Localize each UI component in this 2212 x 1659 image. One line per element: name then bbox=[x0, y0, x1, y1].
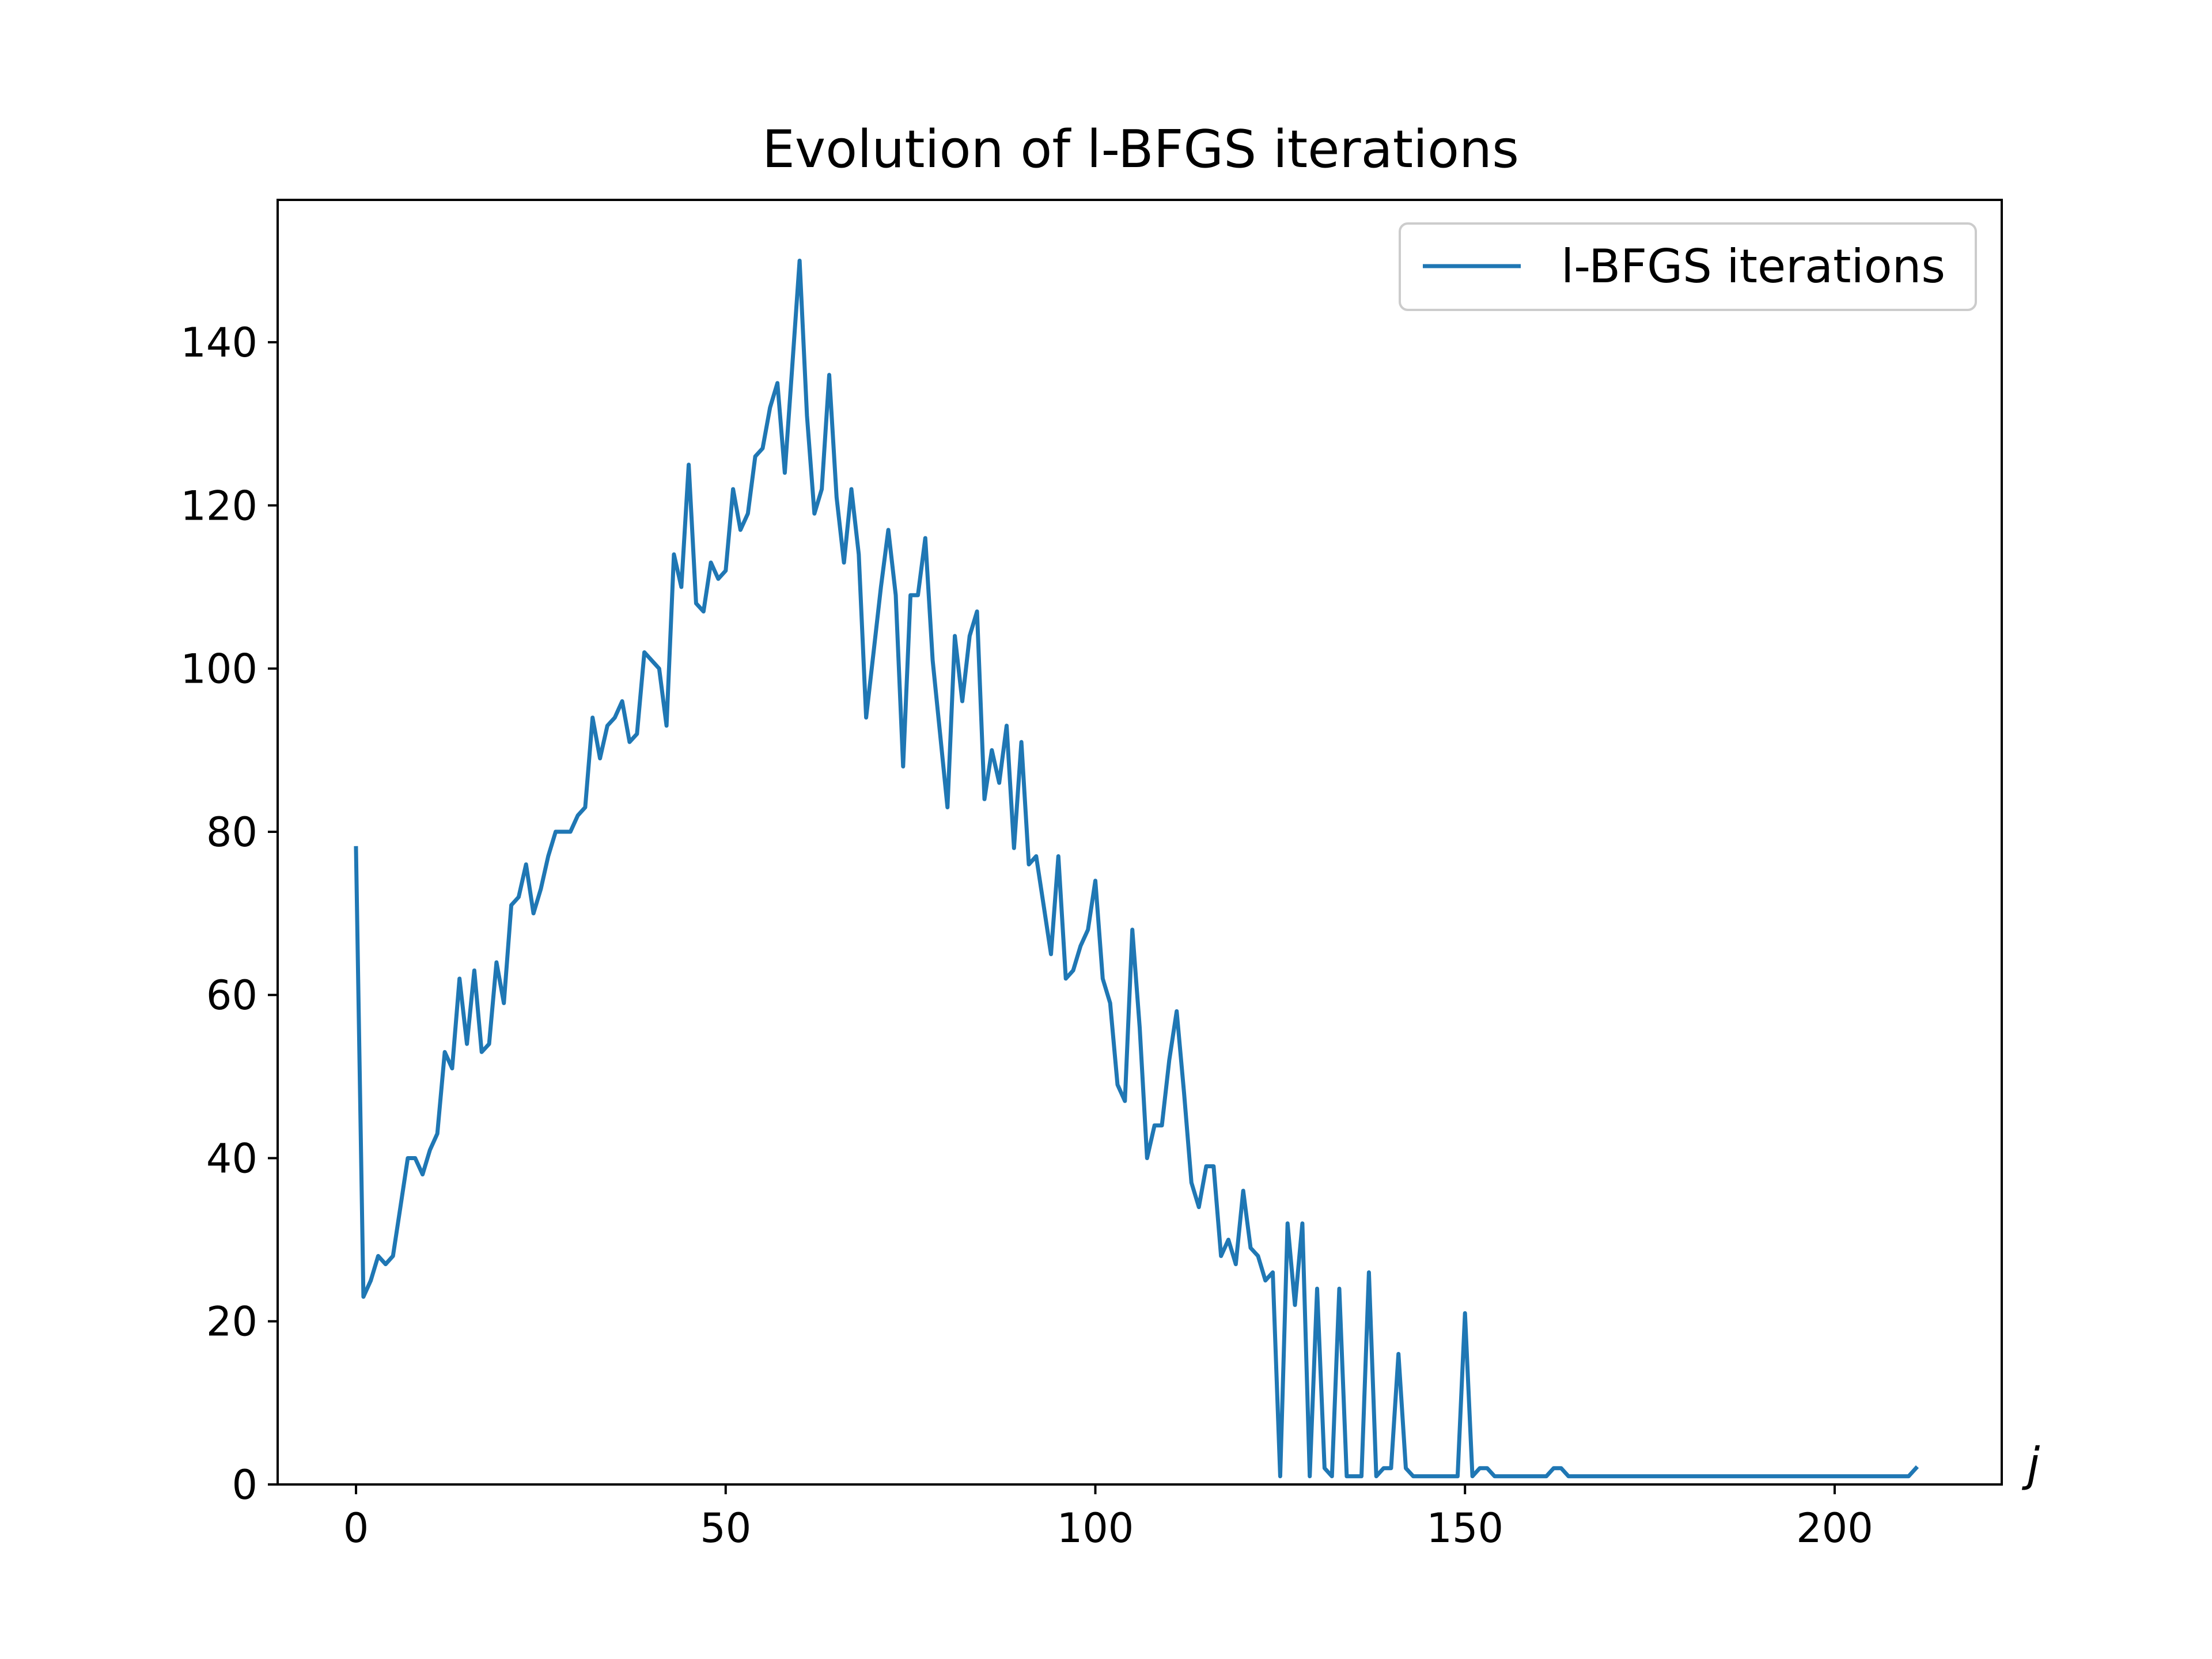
x-tick-label: 200 bbox=[1796, 1505, 1873, 1552]
y-tick-label: 60 bbox=[206, 972, 257, 1019]
x-tick-label: 50 bbox=[700, 1505, 751, 1552]
axes: 0 50 100 150 200 0 20 40 60 80 100 120 140 bbox=[180, 199, 2003, 1552]
y-tick-label: 120 bbox=[180, 482, 257, 529]
x-axis-label: j bbox=[2021, 1438, 2040, 1491]
axes-frame bbox=[276, 199, 2003, 1486]
y-tick-label: 40 bbox=[206, 1135, 257, 1182]
y-tick-label: 0 bbox=[232, 1461, 257, 1509]
x-tick-label: 150 bbox=[1426, 1505, 1503, 1552]
x-tick-label: 100 bbox=[1057, 1505, 1134, 1552]
y-tick-label: 20 bbox=[206, 1298, 257, 1346]
x-tick-label: 0 bbox=[343, 1505, 369, 1552]
legend-box bbox=[1399, 222, 1977, 311]
plot-area bbox=[354, 259, 1919, 1479]
y-tick-label: 80 bbox=[206, 809, 257, 856]
legend: l-BFGS iterations bbox=[1399, 222, 1977, 311]
y-tick-label: 100 bbox=[180, 646, 257, 693]
y-tick-label: 140 bbox=[180, 319, 257, 366]
chart-title: Evolution of l-BFGS iterations bbox=[762, 119, 1519, 180]
series-line-0 bbox=[354, 259, 1919, 1479]
legend-label: l-BFGS iterations bbox=[1561, 240, 1945, 293]
